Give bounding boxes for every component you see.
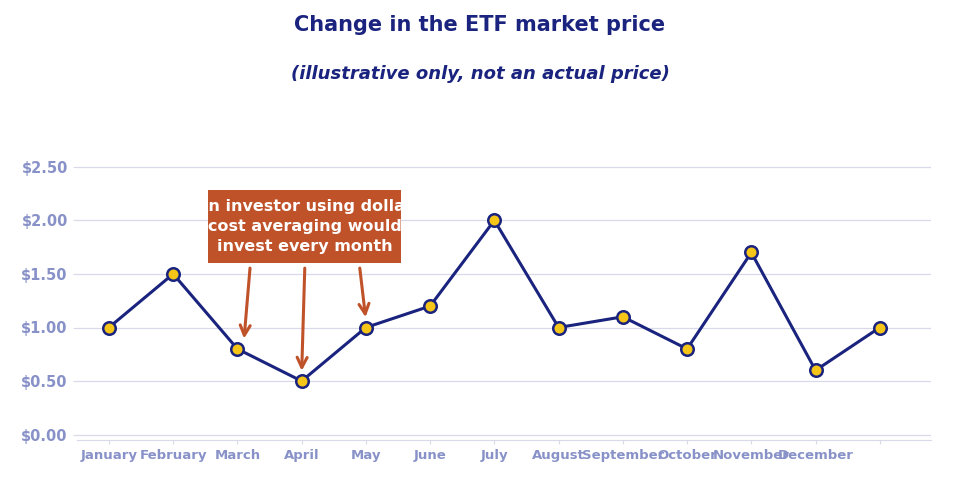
Text: Change in the ETF market price: Change in the ETF market price bbox=[295, 15, 665, 35]
Text: An investor using dollar
cost averaging would
invest every month: An investor using dollar cost averaging … bbox=[197, 200, 414, 254]
Text: (illustrative only, not an actual price): (illustrative only, not an actual price) bbox=[291, 65, 669, 83]
FancyBboxPatch shape bbox=[208, 190, 401, 263]
